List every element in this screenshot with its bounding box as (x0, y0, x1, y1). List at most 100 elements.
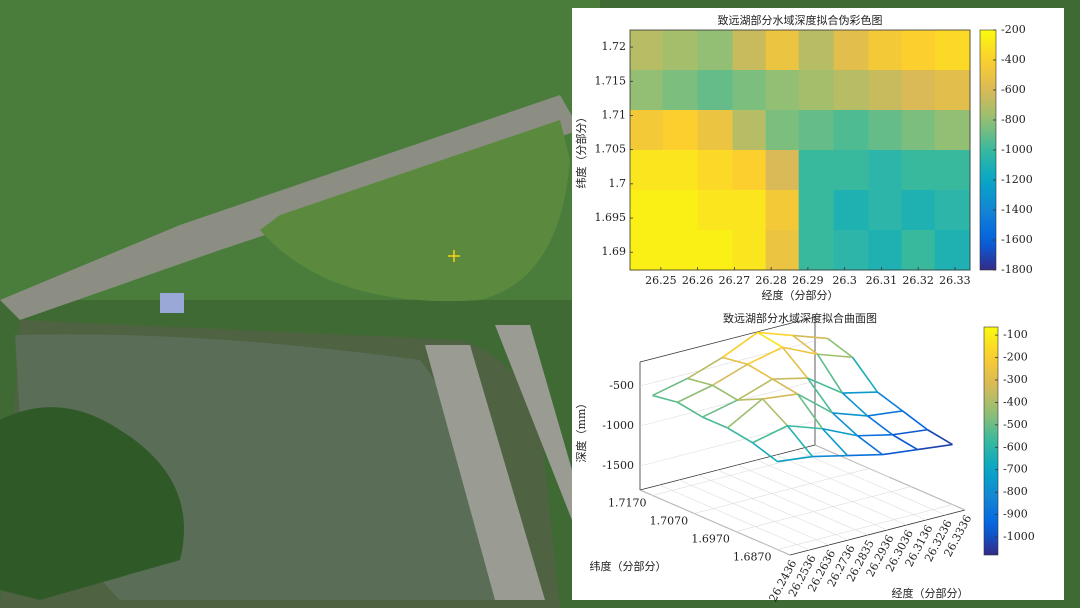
heatmap-cell (833, 70, 870, 111)
z-tick-label: -1000 (602, 419, 634, 432)
colorbar-tick-label: -600 (1003, 440, 1028, 453)
y-tick-label: 1.71 (602, 108, 627, 121)
grid-line (639, 489, 791, 556)
heatmap-cell (732, 70, 767, 111)
heatmap-cell (630, 30, 664, 71)
colorbar (983, 326, 999, 556)
heatmap-cell (697, 230, 734, 271)
surface-edge (737, 378, 773, 401)
heatmap-cell (833, 230, 870, 271)
y-tick-label: 1.7070 (650, 514, 689, 527)
heatmap-cell (697, 190, 734, 231)
heatmap-cell (798, 30, 835, 71)
surface-edge (792, 334, 828, 340)
heatmap-cell (798, 150, 835, 191)
surface-edge (892, 428, 928, 436)
heatmap-cell (630, 70, 664, 111)
x-axis-label: 经度（分部分） (762, 288, 839, 302)
surface-edge (902, 410, 928, 431)
x-tick-label: 26.31 (866, 274, 898, 287)
heatmap-cell (901, 110, 936, 151)
surface-edge (796, 393, 824, 430)
x-tick-label: 26.29 (792, 274, 824, 287)
heatmap-cell (662, 110, 699, 151)
grid-line (775, 454, 927, 521)
box-edge (639, 444, 816, 491)
heatmap-cell (868, 150, 903, 191)
surface-edge (857, 433, 893, 437)
colorbar-tick-label: -1200 (1001, 173, 1033, 186)
colorbar-tick-label: -200 (1001, 23, 1026, 36)
surface-edge (842, 391, 878, 394)
surface-edge (687, 377, 713, 387)
heatmap-cell (765, 230, 800, 271)
x-tick-label: 26.3 (832, 274, 857, 287)
surface-edge (747, 346, 783, 365)
surface-edge (851, 356, 879, 393)
surface-edge (806, 377, 834, 414)
x-tick-label: 26.27 (719, 274, 751, 287)
colorbar-tick-label: -700 (1003, 463, 1028, 476)
heatmap-cell (630, 190, 664, 231)
chart-title: 致远湖部分水域深度拟合伪彩色图 (718, 13, 883, 27)
colorbar-tick-label: -100 (1003, 328, 1028, 341)
surface-edge (877, 391, 903, 412)
y-tick-label: 1.705 (595, 143, 627, 156)
heatmap-cell (934, 30, 971, 71)
z-axis-label: 深度（mm） (574, 398, 588, 463)
surface-edge (832, 412, 868, 417)
surface-edge (792, 334, 818, 355)
surface-edge (816, 353, 844, 394)
surface-edge (831, 412, 859, 437)
grid-line (756, 459, 907, 526)
surface-edge (702, 399, 738, 418)
heatmap-cell (697, 150, 734, 191)
heatmap-cell (868, 70, 903, 111)
x-tick-label: 26.33 (939, 274, 971, 287)
surface-edge (762, 393, 798, 400)
surface-edge (867, 410, 903, 417)
grid-line (639, 420, 816, 467)
heatmap-cell (798, 70, 835, 111)
heatmap-cell (901, 30, 936, 71)
heatmap-cell (798, 190, 835, 231)
heatmap-cell (901, 70, 936, 111)
surface-edge (786, 425, 814, 458)
surface-edge (917, 443, 953, 451)
heatmap-cell (630, 230, 664, 271)
surface-edge (652, 377, 688, 397)
colorbar-tick-label: -200 (1003, 351, 1028, 364)
grid-line (735, 486, 911, 532)
heatmap-cell (833, 190, 870, 231)
y-tick-label: 1.715 (595, 74, 627, 87)
surface-edge (677, 384, 713, 403)
y-tick-label: 1.7 (609, 177, 627, 190)
grid-line (659, 484, 810, 551)
surface-edge (712, 363, 748, 386)
surface-edge (807, 377, 843, 394)
grid-line (795, 449, 946, 516)
colorbar-tick-label: -1600 (1001, 233, 1033, 246)
surface-edge (782, 346, 818, 356)
colorbar-tick-label: -1000 (1001, 143, 1033, 156)
colorbar-tick-label: -500 (1003, 418, 1028, 431)
z-tick-label: -1500 (602, 459, 634, 472)
heatmap-cell (833, 150, 870, 191)
heatmap-cell (934, 150, 971, 191)
surface-edge (857, 435, 883, 456)
heatmap-cell (934, 70, 971, 111)
y-tick-label: 1.72 (602, 40, 627, 53)
y-axis-label: 纬度（分部分） (590, 559, 667, 573)
heatmap-cell (833, 110, 870, 151)
surface-edge (817, 353, 853, 359)
heatmap-cell (732, 230, 767, 271)
surface-edge (702, 416, 728, 429)
heatmap-cell (630, 110, 664, 151)
heatmap-cell (868, 230, 903, 271)
heatmap-cell (662, 30, 699, 71)
heatmap-cell (765, 110, 800, 151)
surface-edge (841, 392, 869, 417)
grid-line (639, 380, 816, 427)
surface-edge (757, 331, 783, 348)
